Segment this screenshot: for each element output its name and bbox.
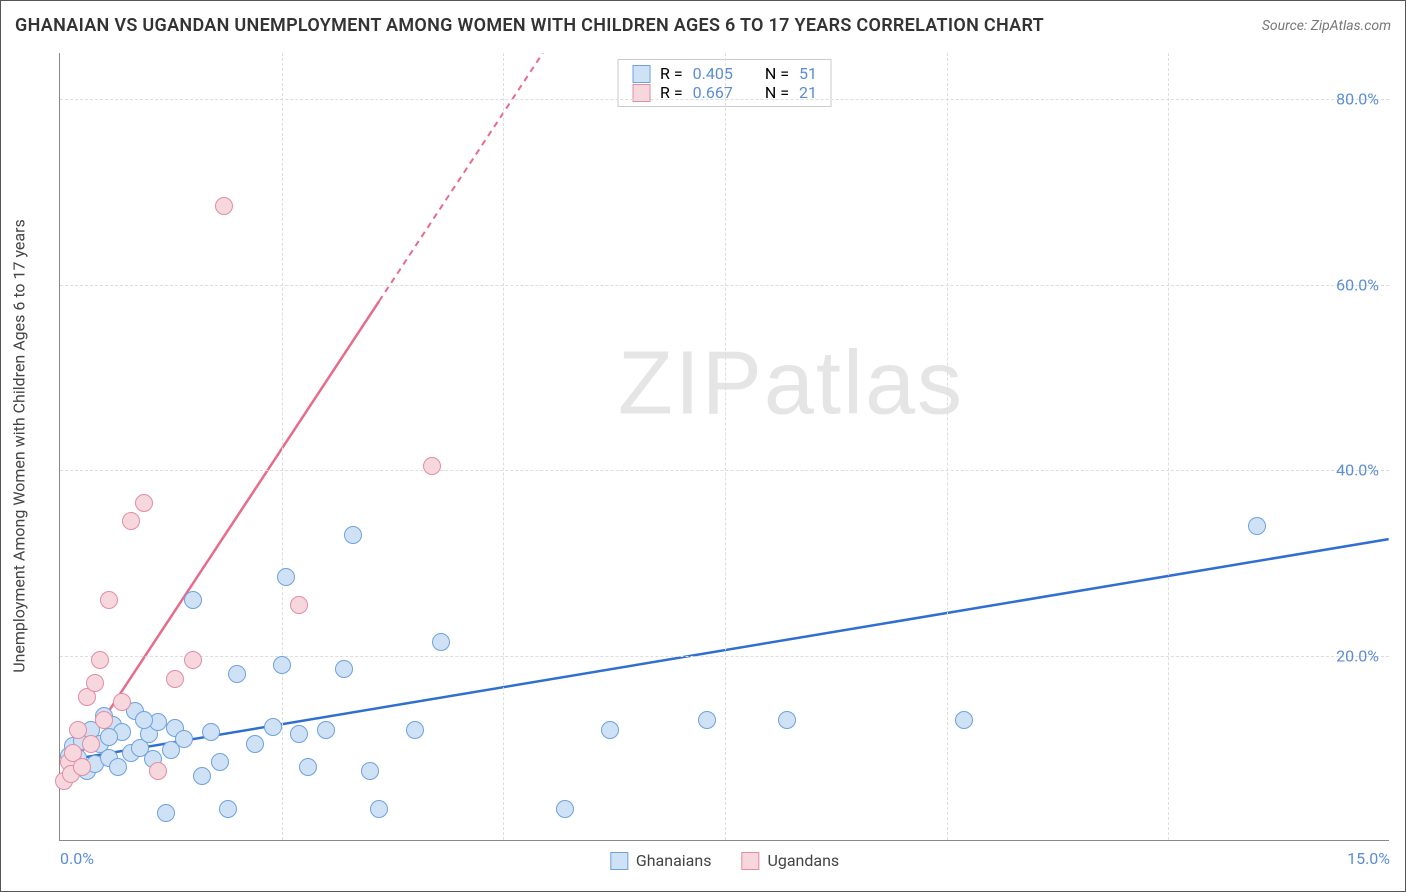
scatter-point	[299, 758, 317, 776]
y-tick-label: 20.0%	[1336, 646, 1379, 665]
scatter-point	[122, 512, 140, 530]
scatter-point	[73, 758, 91, 776]
legend-n-value: 51	[799, 64, 817, 83]
scatter-point	[100, 591, 118, 609]
scatter-point	[246, 735, 264, 753]
scatter-point	[175, 730, 193, 748]
scatter-point	[193, 767, 211, 785]
scatter-point	[184, 651, 202, 669]
plot-area: ZIPatlas R =0.405N =51R =0.667N =21 Ghan…	[59, 53, 1389, 841]
series-legend: Ghanaians Ugandans	[610, 851, 839, 870]
scatter-point	[91, 651, 109, 669]
scatter-point	[317, 721, 335, 739]
scatter-point	[184, 591, 202, 609]
watermark-light: atlas	[764, 333, 964, 433]
gridline-v	[503, 53, 504, 840]
scatter-point	[202, 723, 220, 741]
watermark-bold: ZIP	[618, 333, 764, 433]
scatter-point	[86, 674, 104, 692]
scatter-point	[406, 721, 424, 739]
scatter-point	[601, 721, 619, 739]
chart-title: GHANAIAN VS UGANDAN UNEMPLOYMENT AMONG W…	[15, 15, 1044, 36]
scatter-point	[109, 758, 127, 776]
legend-r-label: R =	[660, 64, 683, 83]
scatter-point	[228, 665, 246, 683]
scatter-point	[432, 633, 450, 651]
scatter-point	[698, 711, 716, 729]
legend-swatch	[610, 852, 628, 870]
series-name: Ghanaians	[636, 851, 712, 870]
scatter-point	[556, 800, 574, 818]
legend-swatch	[741, 852, 759, 870]
scatter-point	[149, 762, 167, 780]
scatter-point	[166, 670, 184, 688]
watermark: ZIPatlas	[618, 332, 964, 435]
gridline-v	[725, 53, 726, 840]
scatter-point	[219, 800, 237, 818]
chart-container: GHANAIAN VS UGANDAN UNEMPLOYMENT AMONG W…	[0, 0, 1406, 892]
scatter-point	[344, 526, 362, 544]
x-tick-label: 0.0%	[60, 849, 94, 868]
scatter-point	[157, 804, 175, 822]
y-tick-label: 60.0%	[1336, 275, 1379, 294]
scatter-point	[955, 711, 973, 729]
scatter-point	[277, 568, 295, 586]
legend-swatch	[632, 65, 650, 83]
gridline-v	[947, 53, 948, 840]
scatter-point	[82, 735, 100, 753]
scatter-point	[113, 693, 131, 711]
scatter-point	[423, 457, 441, 475]
scatter-point	[273, 656, 291, 674]
scatter-point	[135, 711, 153, 729]
legend-r-value: 0.405	[693, 64, 733, 83]
y-tick-label: 40.0%	[1336, 461, 1379, 480]
scatter-point	[361, 762, 379, 780]
series-name: Ugandans	[767, 851, 839, 870]
scatter-point	[290, 725, 308, 743]
scatter-point	[1248, 517, 1266, 535]
scatter-point	[215, 197, 233, 215]
scatter-point	[100, 728, 118, 746]
gridline-v	[1168, 53, 1169, 840]
source-label: Source: ZipAtlas.com	[1262, 18, 1391, 34]
scatter-point	[135, 494, 153, 512]
title-bar: GHANAIAN VS UGANDAN UNEMPLOYMENT AMONG W…	[15, 15, 1391, 36]
legend-n-label: N =	[765, 64, 789, 83]
x-tick-label: 15.0%	[1347, 849, 1390, 868]
scatter-point	[95, 711, 113, 729]
series-legend-item: Ghanaians	[610, 851, 712, 870]
gridline-v	[282, 53, 283, 840]
y-axis-label: Unemployment Among Women with Children A…	[10, 219, 29, 673]
scatter-point	[335, 660, 353, 678]
y-tick-label: 80.0%	[1336, 90, 1379, 109]
scatter-point	[290, 596, 308, 614]
scatter-point	[211, 753, 229, 771]
scatter-point	[370, 800, 388, 818]
series-legend-item: Ugandans	[741, 851, 839, 870]
scatter-point	[264, 718, 282, 736]
scatter-point	[778, 711, 796, 729]
